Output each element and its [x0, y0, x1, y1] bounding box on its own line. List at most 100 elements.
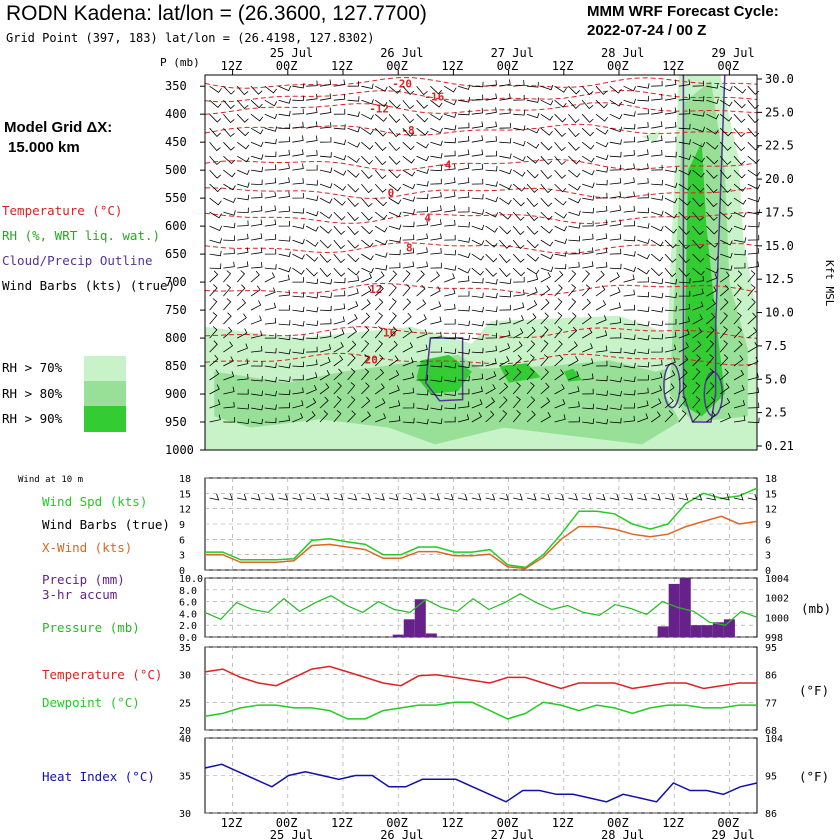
wind-barb — [264, 164, 277, 171]
wind-barb — [416, 418, 429, 425]
wind-barb — [416, 155, 430, 162]
wind-barb — [402, 402, 415, 409]
wind-barb — [457, 135, 470, 143]
wind-barb — [457, 267, 471, 274]
wind-barb — [719, 127, 732, 137]
wind-barb — [430, 347, 442, 353]
wind-barb — [209, 211, 222, 219]
wind-barb — [623, 389, 636, 396]
surface-wind-barb — [540, 493, 551, 501]
wind-barb — [692, 288, 704, 297]
wind-barb — [637, 413, 649, 423]
bottom-time-tick-label: 12Z — [331, 816, 353, 830]
wind-barb — [499, 369, 509, 381]
wind-barb — [347, 127, 360, 133]
wind-barb — [651, 195, 664, 201]
wind-barb — [319, 197, 333, 204]
wind-barb — [499, 291, 512, 298]
wind-barb — [416, 113, 429, 123]
wind-barb — [306, 93, 318, 101]
wind-barb — [692, 253, 705, 263]
wind-barb — [623, 403, 635, 409]
wind-barb — [554, 298, 563, 311]
wind-barb — [499, 278, 512, 285]
wind-barb — [678, 291, 691, 297]
wind-barb — [526, 239, 539, 249]
temp-panel-right-tick-label: 95 — [765, 643, 777, 654]
wind-10m-label: Wind at 10 m — [18, 475, 84, 485]
wind-barb — [278, 123, 291, 130]
wind-barb — [237, 403, 249, 410]
wind-barb — [554, 354, 564, 367]
wind-barb — [733, 169, 746, 179]
wind-barb — [374, 169, 387, 180]
wind-barb — [250, 247, 263, 255]
wind-panel-tick-label: 9 — [179, 520, 185, 531]
wind-barb — [209, 250, 222, 257]
wind-barb — [582, 195, 595, 201]
wind-barb — [485, 165, 498, 172]
wind-barb — [209, 270, 219, 283]
wind-barb — [361, 197, 373, 208]
temperature-contour-label: 0 — [388, 187, 395, 200]
wind-barb — [513, 155, 526, 162]
wind-barb — [306, 80, 318, 87]
wind-barb — [595, 167, 609, 173]
surface-wind-barb — [664, 493, 675, 501]
wind-barb — [623, 149, 635, 157]
wind-barb — [430, 390, 443, 397]
wind-barb — [306, 164, 318, 171]
wind-barb — [375, 239, 388, 246]
wind-barb — [306, 107, 318, 115]
wind-barb — [236, 127, 249, 137]
heat-panel-tick-label: 30 — [179, 809, 191, 820]
wind-barb — [471, 107, 484, 115]
wind-barb — [223, 270, 232, 283]
wind-barb — [609, 151, 622, 158]
wind-barb — [278, 415, 290, 423]
wind-barb — [457, 305, 470, 312]
wind-barb — [595, 315, 607, 325]
wind-barb — [664, 396, 674, 409]
height-tick-label: 30.0 — [765, 72, 794, 86]
wind-barb — [444, 362, 457, 369]
wind-barb — [264, 126, 278, 132]
wind-barb — [595, 261, 608, 269]
wind-barb — [374, 211, 388, 220]
wind-barb — [347, 81, 360, 87]
wind-barb — [526, 267, 540, 275]
wind-barb — [471, 334, 484, 340]
wind-barb — [416, 219, 428, 227]
wind-barb — [637, 108, 649, 115]
wind-barb — [264, 264, 277, 270]
pressure-tick-label: 700 — [165, 275, 187, 289]
wind-barb — [223, 312, 232, 325]
wind-barb — [706, 273, 718, 283]
wind-barb — [568, 183, 581, 191]
wind-barb — [347, 410, 356, 423]
wind-barb — [692, 95, 705, 102]
wind-barb — [499, 183, 512, 190]
heat-unit: (°F) — [799, 769, 830, 784]
wind-barb — [264, 417, 277, 424]
wind-barb — [361, 299, 371, 311]
wind-barb — [333, 341, 344, 353]
wind-barb — [499, 225, 511, 235]
wind-barb — [485, 319, 498, 326]
wind-barb — [471, 178, 484, 185]
wind-barb — [278, 402, 291, 409]
wind-barb — [223, 261, 235, 269]
wind-barb — [512, 239, 525, 250]
wind-barb — [292, 163, 304, 171]
wind-barb — [513, 315, 524, 325]
wind-barb — [706, 253, 719, 261]
wind-barb — [457, 320, 470, 327]
wind-barb — [402, 169, 416, 177]
wind-barb — [250, 315, 262, 325]
wind-barb — [526, 354, 535, 367]
wind-barb — [706, 239, 719, 248]
wind-barb — [444, 219, 456, 227]
wind-barb — [250, 262, 263, 269]
wind-barb — [444, 273, 456, 283]
wind-barb — [581, 99, 594, 110]
